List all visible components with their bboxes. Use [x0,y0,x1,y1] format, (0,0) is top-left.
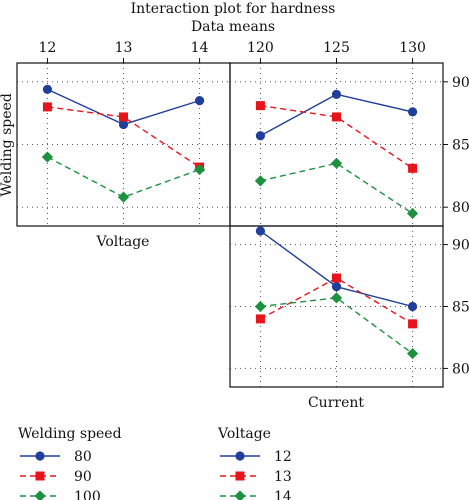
chart-title: Interaction plot for hardness [131,1,336,17]
data-point [331,89,342,99]
legend-label: 90 [74,469,92,485]
data-point [408,319,418,329]
legend-label: 13 [274,469,292,485]
legend-label: 14 [274,489,292,500]
data-point [407,107,418,117]
row-label-welding-speed: Welding speed [0,93,15,197]
data-point [407,301,418,312]
top-tick-label: 125 [323,40,350,56]
right-tick-label: 90 [452,238,469,254]
top-tick-label: 12 [39,40,57,56]
legend-marker [235,451,245,461]
data-point [42,84,53,94]
panel-frame [229,62,444,227]
right-tick-label: 90 [452,75,469,91]
data-point [255,314,265,324]
series-line [260,277,413,325]
data-point [193,163,206,176]
plot-layer: 12 13 14 120 125 130 80 85 90 80 85 90 Welding speed… [0,40,469,500]
data-point [408,163,418,173]
data-point [194,96,205,106]
legend-marker [234,490,246,500]
data-point [406,347,419,360]
right-tick-label: 85 [452,300,469,316]
data-point [406,207,419,220]
legend-label: 80 [74,449,92,465]
data-point [331,282,342,292]
data-point [332,273,341,283]
series-line [47,106,200,168]
data-point [42,102,52,112]
legend-marker [35,451,45,461]
data-point [117,191,130,203]
data-point [255,226,266,236]
top-tick-label: 120 [247,40,274,56]
legend-label: 100 [74,489,101,500]
series-line [260,104,413,169]
legend-label: 12 [274,449,292,465]
series-line [260,297,413,355]
right-tick-label: 85 [452,138,469,154]
right-tick-label: 80 [452,200,469,216]
data-point [330,292,343,304]
data-point [330,157,343,169]
data-point [255,101,265,111]
top-tick-label: 13 [115,40,133,56]
legend-marker [34,490,46,500]
legend-marker [35,471,45,481]
col-label-voltage: Voltage [96,234,150,250]
legend-marker [235,471,245,481]
data-point [118,119,129,130]
legend-title: Welding speed [18,426,122,442]
right-tick-label: 80 [452,361,469,377]
top-tick-label: 14 [191,40,209,56]
data-point [332,112,341,122]
top-tick-label: 130 [399,40,426,56]
chart-subtitle: Data means [191,19,275,35]
data-point [254,175,267,187]
data-point [119,112,128,122]
data-point [255,131,266,141]
data-point [254,300,267,313]
col-label-current: Current [308,395,364,411]
data-point [41,151,54,163]
legend-title: Voltage [217,426,271,442]
